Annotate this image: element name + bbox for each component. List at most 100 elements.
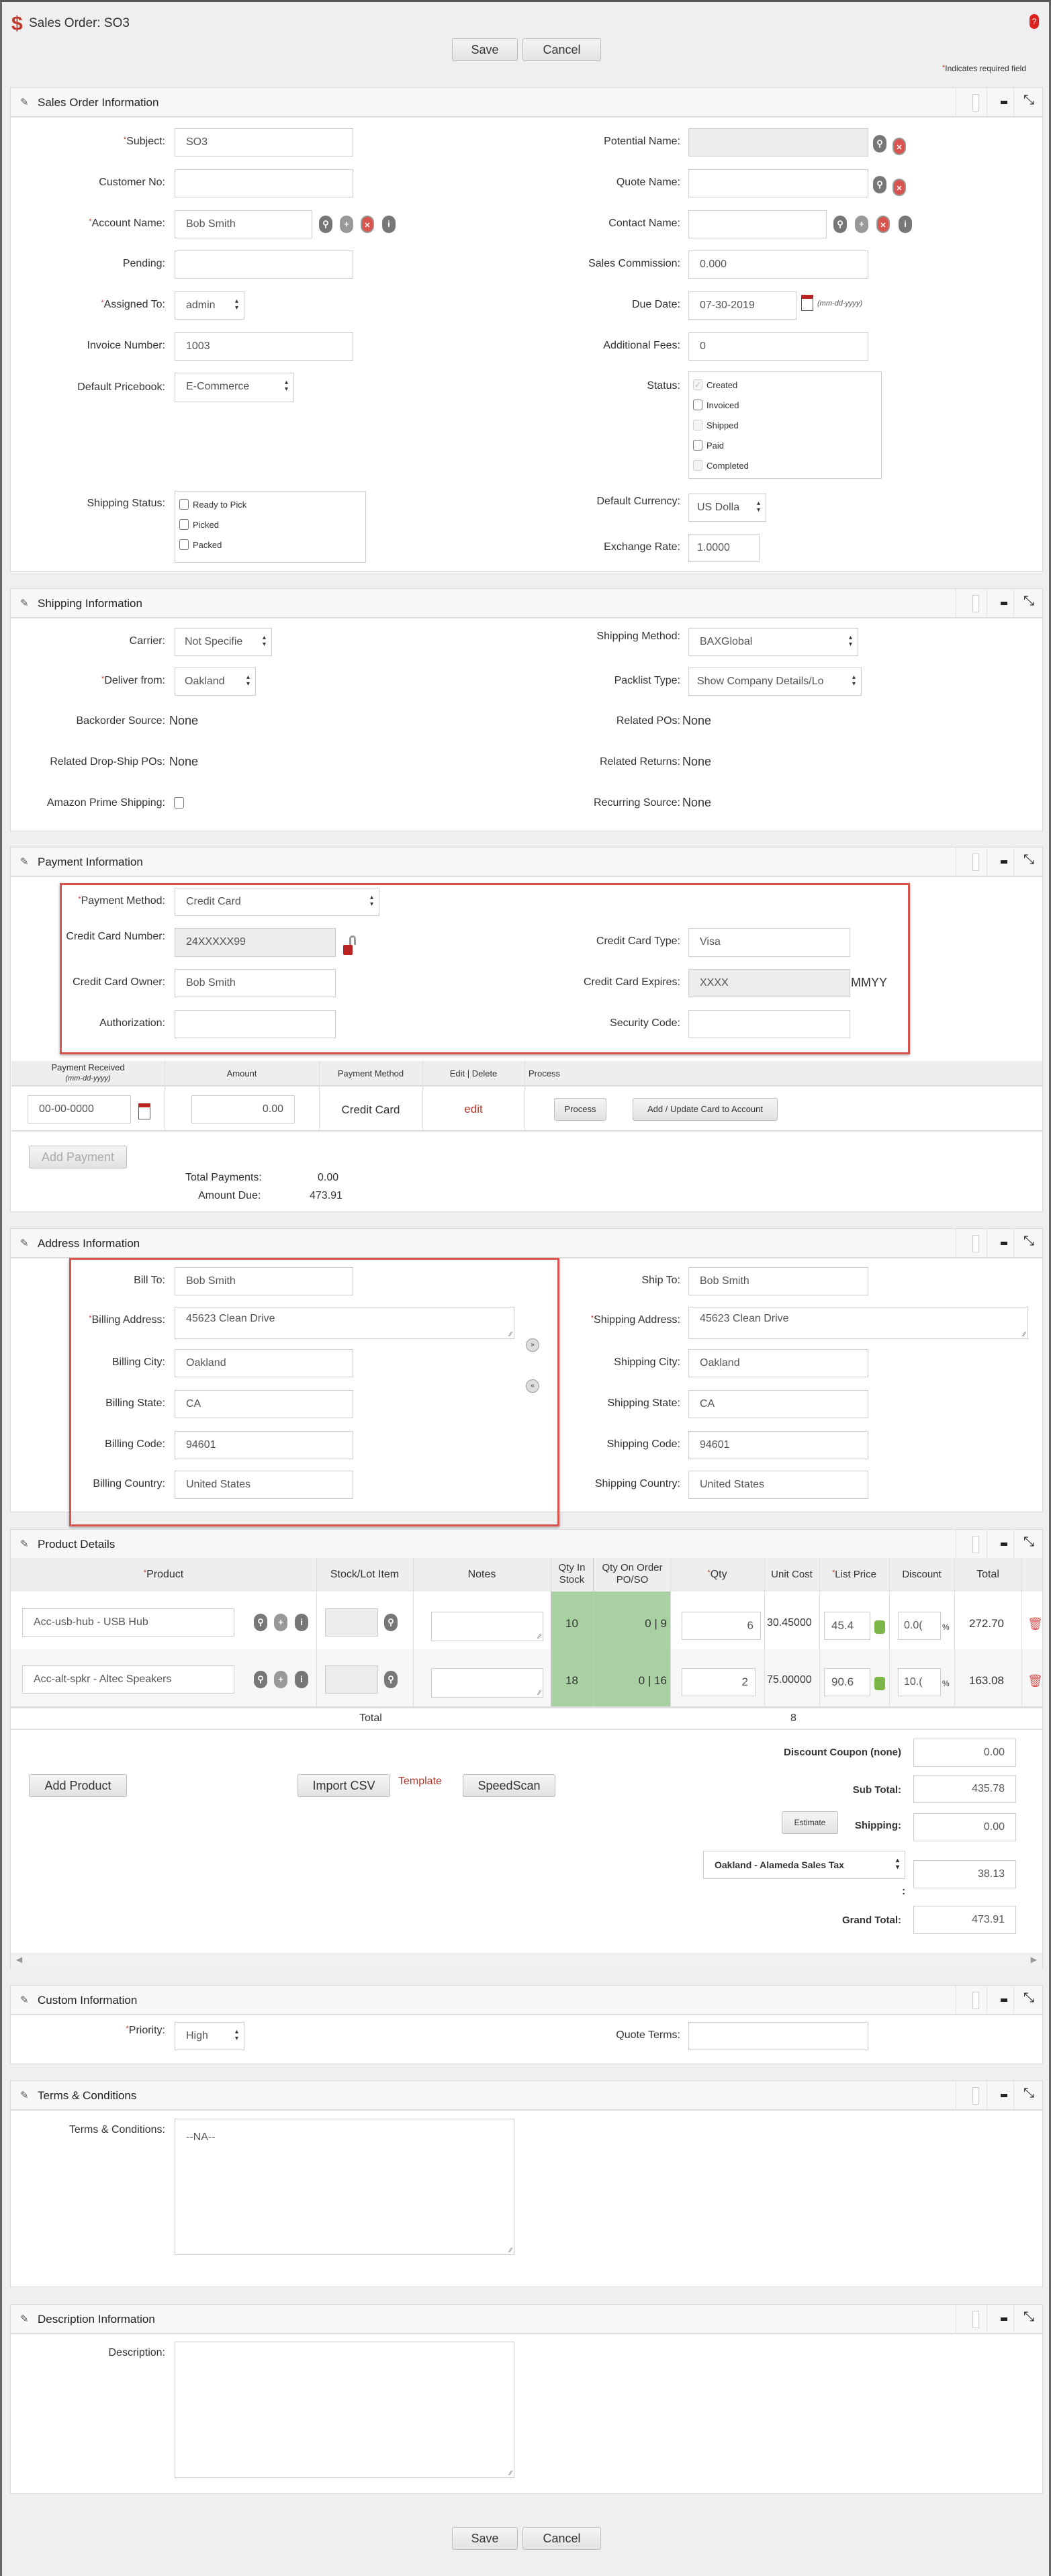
authorization-input[interactable] [175, 1010, 336, 1038]
save-button[interactable]: Save [452, 38, 518, 61]
price-book-icon[interactable] [874, 1677, 885, 1690]
tax-select[interactable]: Oakland - Alameda Sales Tax [703, 1851, 905, 1879]
invoice-input[interactable]: 1003 [175, 332, 353, 361]
checkbox-toggle[interactable] [972, 2311, 979, 2328]
import-csv-button[interactable]: Import CSV [298, 1774, 390, 1797]
expand-icon[interactable]: ⤡ [1023, 1990, 1034, 2005]
fees-input[interactable]: 0 [688, 332, 868, 361]
expand-icon[interactable]: ⤡ [1023, 2309, 1034, 2324]
payment-date-input[interactable]: 00-00-0000 [28, 1095, 131, 1123]
potential-input[interactable] [688, 128, 868, 156]
cancel-button[interactable]: Cancel [522, 38, 601, 61]
search-icon[interactable]: ⚲ [873, 135, 886, 152]
priority-select[interactable]: High [175, 2022, 244, 2050]
terms-textarea[interactable]: --NA-- [175, 2119, 514, 2255]
collapse-icon[interactable] [1001, 101, 1007, 104]
clear-icon[interactable]: ✕ [876, 216, 890, 233]
clear-icon[interactable]: ✕ [893, 179, 906, 196]
delete-icon[interactable]: 🗑 [1027, 1674, 1043, 1688]
subject-input[interactable]: SO3 [175, 128, 353, 156]
security-code-input[interactable] [688, 1010, 850, 1038]
assigned-select[interactable]: admin [175, 291, 244, 320]
notes-input[interactable] [431, 1668, 543, 1698]
calendar-icon[interactable] [801, 295, 813, 311]
speedscan-button[interactable]: SpeedScan [463, 1774, 555, 1797]
status-invoiced[interactable]: Invoiced [693, 395, 877, 415]
billing-city-input[interactable]: Oakland [175, 1349, 353, 1377]
checkbox-toggle[interactable] [972, 2087, 979, 2105]
shipping-status-picked[interactable]: Picked [179, 514, 361, 535]
collapse-icon[interactable] [1001, 1998, 1007, 2002]
collapse-icon[interactable] [1001, 2317, 1007, 2321]
product-input[interactable]: Acc-alt-spkr - Altec Speakers [22, 1665, 234, 1694]
expand-icon[interactable]: ⤡ [1023, 93, 1034, 107]
delete-icon[interactable]: 🗑 [1027, 1617, 1043, 1630]
expand-icon[interactable]: ⤡ [1023, 1234, 1034, 1248]
grand-total-input[interactable]: 473.91 [913, 1906, 1016, 1934]
horizontal-scrollbar[interactable]: ◀ ▶ [11, 1953, 1042, 1969]
edit-link[interactable]: edit [464, 1103, 483, 1115]
expand-icon[interactable]: ⤡ [1023, 2086, 1034, 2101]
status-created[interactable]: ✓ Created [693, 379, 738, 390]
add-icon[interactable]: + [274, 1614, 287, 1631]
ship-to-input[interactable]: Bob Smith [688, 1267, 868, 1295]
add-product-button[interactable]: Add Product [29, 1774, 127, 1797]
status-shipped[interactable]: Shipped [693, 415, 877, 435]
add-payment-button[interactable]: Add Payment [29, 1146, 127, 1168]
amazon-prime-checkbox[interactable] [174, 797, 184, 809]
pricebook-select[interactable]: E-Commerce [175, 373, 294, 402]
collapse-icon[interactable] [1001, 1543, 1007, 1546]
shipping-country-input[interactable]: United States [688, 1471, 868, 1499]
stock-lot-input[interactable] [325, 1665, 378, 1694]
add-icon[interactable]: + [855, 216, 868, 233]
tax-input[interactable]: 38.13 [913, 1860, 1016, 1888]
list-price-input[interactable]: 90.6 [824, 1668, 870, 1696]
info-icon[interactable]: i [295, 1671, 308, 1688]
copy-to-shipping-icon[interactable]: » [526, 1338, 539, 1352]
quote-input[interactable] [688, 169, 868, 197]
collapse-icon[interactable] [1001, 860, 1007, 864]
add-icon[interactable]: + [340, 216, 353, 233]
collapse-icon[interactable] [1001, 602, 1007, 605]
search-icon[interactable]: ⚲ [254, 1614, 267, 1631]
product-input[interactable]: Acc-usb-hub - USB Hub [22, 1608, 234, 1637]
status-completed[interactable]: Completed [693, 455, 877, 475]
list-price-input[interactable]: 45.4 [824, 1612, 870, 1640]
exchange-input[interactable]: 1.0000 [688, 534, 760, 562]
shipping-status-ready[interactable]: Ready to Pick [179, 494, 361, 514]
search-icon[interactable]: ⚲ [319, 216, 332, 233]
contact-input[interactable] [688, 210, 827, 238]
add-update-card-button[interactable]: Add / Update Card to Account [633, 1098, 778, 1121]
search-icon[interactable]: ⚲ [254, 1671, 267, 1688]
checkbox-toggle[interactable] [972, 595, 979, 612]
deliver-from-select[interactable]: Oakland [175, 668, 256, 696]
calendar-icon[interactable] [138, 1103, 150, 1119]
currency-select[interactable]: US Dolla [688, 494, 766, 522]
info-icon[interactable]: i [382, 216, 396, 233]
cc-expires-input[interactable]: XXXX [688, 969, 850, 997]
cc-number-input[interactable]: 24XXXXX99 [175, 928, 336, 957]
shipping-status-packed[interactable]: Packed [179, 535, 361, 555]
bill-to-input[interactable]: Bob Smith [175, 1267, 353, 1295]
pending-input[interactable] [175, 250, 353, 279]
billing-address-input[interactable]: 45623 Clean Drive [175, 1307, 514, 1339]
notes-input[interactable] [431, 1612, 543, 1641]
price-book-icon[interactable] [874, 1620, 885, 1634]
cancel-button-bottom[interactable]: Cancel [522, 2527, 601, 2550]
checkbox-toggle[interactable] [972, 1235, 979, 1252]
unlock-icon[interactable] [343, 945, 353, 955]
info-icon[interactable]: i [295, 1614, 308, 1631]
discount-input[interactable]: 0.0( [898, 1612, 941, 1640]
save-button-bottom[interactable]: Save [452, 2527, 518, 2550]
info-icon[interactable]: i [899, 216, 912, 233]
payment-method-select[interactable]: Credit Card [175, 888, 379, 916]
expand-icon[interactable]: ⤡ [1023, 1534, 1034, 1549]
clear-icon[interactable]: ✕ [893, 138, 906, 155]
shipping-method-select[interactable]: BAXGlobal [688, 628, 858, 656]
shipping-code-input[interactable]: 94601 [688, 1431, 868, 1459]
shipping-address-input[interactable]: 45623 Clean Drive [688, 1307, 1028, 1339]
shipping-city-input[interactable]: Oakland [688, 1349, 868, 1377]
discount-input[interactable]: 10.( [898, 1668, 941, 1696]
checkbox-toggle[interactable] [972, 1992, 979, 2009]
search-icon[interactable]: ⚲ [384, 1614, 398, 1631]
